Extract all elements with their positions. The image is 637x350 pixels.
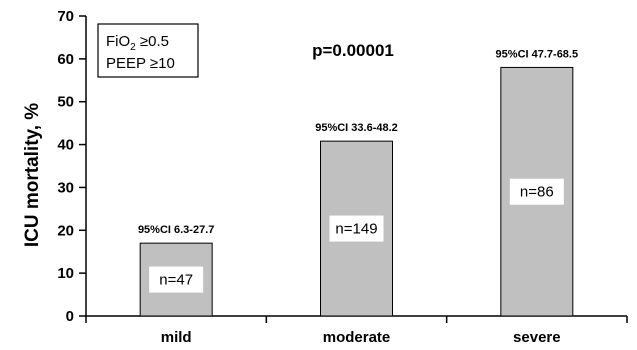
x-category-label: severe	[513, 329, 561, 346]
n-label-box	[509, 178, 564, 205]
y-tick-label: 50	[57, 94, 74, 111]
ci-label: 95%CI 33.6-48.2	[315, 122, 398, 134]
n-label-box	[149, 266, 204, 293]
n-label: n=149	[335, 221, 377, 238]
criteria-line-2: PEEP ≥10	[106, 55, 175, 72]
y-axis-label: ICU mortality, %	[22, 103, 43, 247]
ci-label: 95%CI 6.3-27.7	[138, 224, 214, 236]
n-label: n=86	[520, 184, 554, 201]
p-value-label: p=0.00001	[312, 41, 394, 60]
y-tick-label: 20	[57, 222, 74, 239]
criteria-box: FiO2 ≥0.5 PEEP ≥10	[97, 23, 199, 78]
criteria-line-1: FiO2 ≥0.5	[106, 33, 169, 53]
x-category-label: mild	[161, 329, 192, 346]
x-category-label: moderate	[323, 329, 391, 346]
y-tick-label: 30	[57, 179, 74, 196]
n-label-box	[329, 215, 384, 242]
ci-label: 95%CI 47.7-68.5	[496, 48, 579, 60]
bars	[139, 66, 574, 317]
y-tick-label: 70	[57, 8, 74, 25]
y-ticks: 0 10 20 30 40 50 60 70	[57, 8, 86, 325]
y-tick-label: 40	[57, 137, 74, 154]
y-tick-label: 0	[66, 308, 74, 325]
n-label: n=47	[159, 272, 193, 289]
bar-labels: 95%CI 6.3-27.7 n=47 95%CI 33.6-48.2 n=149 95…	[138, 48, 579, 293]
x-ticks: mild moderate severe	[85, 316, 628, 346]
y-tick-label: 10	[57, 265, 74, 282]
y-tick-label: 60	[57, 51, 74, 68]
